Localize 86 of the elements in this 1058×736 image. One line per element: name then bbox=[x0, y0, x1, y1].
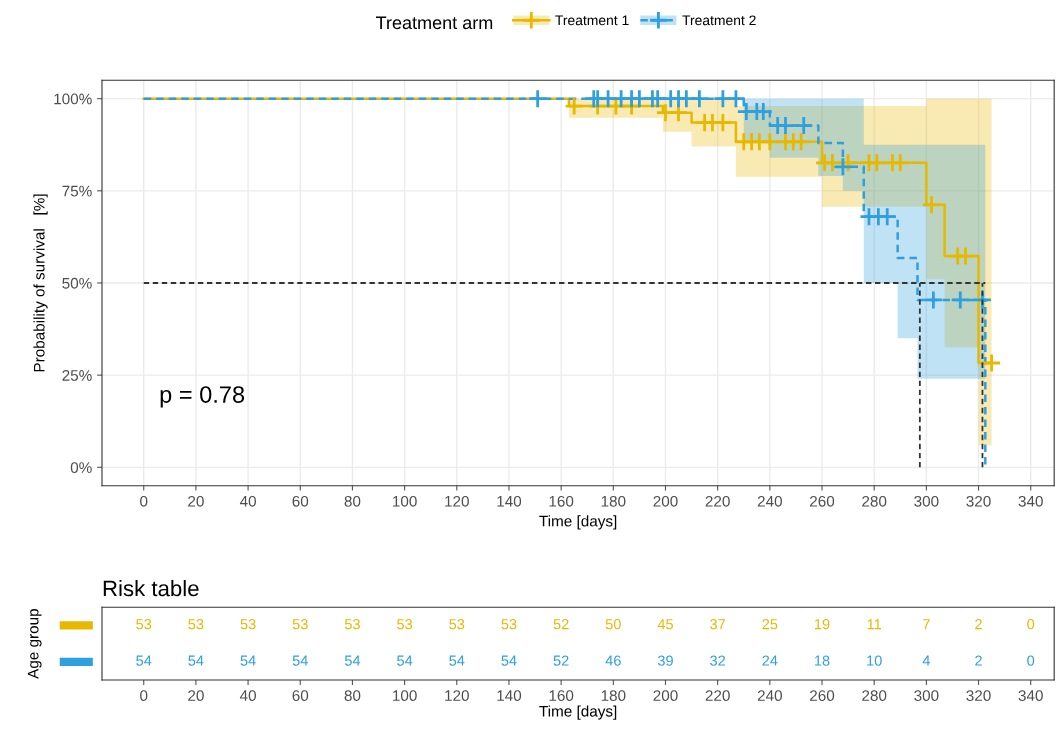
data-label: 46 bbox=[605, 655, 621, 666]
data-label: 2 bbox=[975, 655, 982, 666]
x-tick-label: 200 bbox=[653, 690, 678, 702]
x-tick-label: 260 bbox=[810, 495, 835, 507]
data-label: 4 bbox=[922, 655, 930, 666]
data-label: 54 bbox=[292, 655, 308, 666]
x-tick-label: 100 bbox=[393, 690, 417, 702]
chart-title: Risk table bbox=[103, 579, 199, 597]
annotation: p = 0.78 bbox=[160, 386, 245, 408]
data-label: 54 bbox=[449, 655, 465, 666]
data-label: 37 bbox=[710, 619, 726, 630]
data-label: 54 bbox=[240, 655, 256, 666]
x-tick-label: 80 bbox=[344, 690, 361, 702]
data-label: 53 bbox=[240, 619, 256, 630]
x-tick-label: 140 bbox=[497, 495, 522, 507]
y-tick-label: 0% bbox=[70, 462, 92, 474]
x-tick-label: 340 bbox=[1018, 495, 1043, 507]
x-tick-label: 320 bbox=[966, 495, 991, 507]
x-tick-label: 320 bbox=[966, 690, 991, 702]
data-label: 50 bbox=[605, 619, 621, 630]
x-axis-title: Time [days] bbox=[539, 705, 617, 720]
x-tick-label: 40 bbox=[239, 690, 256, 702]
y-tick-label: 75% bbox=[62, 185, 92, 197]
x-tick-label: 180 bbox=[601, 690, 626, 702]
data-label: 53 bbox=[136, 619, 152, 630]
data-label: 24 bbox=[762, 655, 778, 666]
x-tick-label: 60 bbox=[292, 690, 309, 702]
data-label: 54 bbox=[136, 655, 152, 666]
x-tick-label: 220 bbox=[705, 690, 730, 702]
data-label: 53 bbox=[449, 619, 465, 630]
x-tick-label: 80 bbox=[344, 495, 361, 507]
data-label: 54 bbox=[501, 655, 517, 666]
x-tick-label: 220 bbox=[705, 495, 730, 507]
y-tick-label: 100% bbox=[54, 93, 92, 105]
data-label: 53 bbox=[501, 619, 517, 630]
x-tick-label: 160 bbox=[549, 495, 574, 507]
data-label: 53 bbox=[292, 619, 308, 630]
x-tick-label: 240 bbox=[757, 690, 782, 702]
data-label: 53 bbox=[188, 619, 204, 630]
x-tick-label: 120 bbox=[445, 495, 469, 507]
x-tick-label: 240 bbox=[757, 495, 782, 507]
x-tick-label: 60 bbox=[292, 495, 309, 507]
data-label: 32 bbox=[710, 655, 726, 666]
data-label: 11 bbox=[867, 619, 882, 630]
data-label: 39 bbox=[657, 655, 673, 666]
x-tick-label: 300 bbox=[914, 495, 939, 507]
data-label: 25 bbox=[762, 619, 778, 630]
data-label: 52 bbox=[553, 619, 569, 630]
y-axis-title: Probability of survival [%] bbox=[33, 194, 48, 372]
x-tick-label: 260 bbox=[810, 690, 835, 702]
x-tick-label: 40 bbox=[239, 495, 256, 507]
y-axis-title: Age group bbox=[27, 609, 42, 679]
data-label: 7 bbox=[923, 619, 930, 630]
x-tick-label: 340 bbox=[1018, 690, 1043, 702]
data-label: 52 bbox=[553, 655, 569, 666]
legend-title: Treatment arm bbox=[376, 16, 493, 30]
x-tick-label: 180 bbox=[601, 495, 626, 507]
legend-label: Treatment 2 bbox=[682, 15, 756, 26]
data-label: 10 bbox=[867, 655, 882, 666]
data-label: 45 bbox=[657, 619, 673, 630]
x-tick-label: 20 bbox=[188, 690, 204, 702]
x-tick-label: 0 bbox=[140, 495, 148, 507]
data-label: 53 bbox=[397, 619, 413, 630]
data-label: 54 bbox=[397, 655, 413, 666]
x-tick-label: 160 bbox=[549, 690, 574, 702]
data-label: 2 bbox=[975, 619, 982, 630]
x-tick-label: 280 bbox=[862, 690, 887, 702]
x-axis-title: Time [days] bbox=[539, 515, 617, 530]
data-label: 0 bbox=[1027, 655, 1035, 666]
x-tick-label: 200 bbox=[653, 495, 678, 507]
x-tick-label: 20 bbox=[188, 495, 204, 507]
x-tick-label: 100 bbox=[393, 495, 417, 507]
x-tick-label: 140 bbox=[497, 690, 522, 702]
data-label: 54 bbox=[344, 655, 361, 666]
data-label: 18 bbox=[815, 655, 830, 666]
data-label: 54 bbox=[188, 655, 204, 666]
y-tick-label: 25% bbox=[62, 370, 92, 381]
legend-label: Treatment 1 bbox=[555, 15, 629, 26]
x-tick-label: 120 bbox=[445, 690, 469, 702]
x-tick-label: 300 bbox=[914, 690, 939, 702]
data-label: 19 bbox=[815, 619, 830, 630]
x-tick-label: 280 bbox=[862, 495, 887, 507]
x-tick-label: 0 bbox=[140, 690, 148, 702]
data-label: 0 bbox=[1027, 619, 1035, 630]
y-tick-label: 50% bbox=[62, 277, 92, 289]
data-label: 53 bbox=[344, 619, 360, 630]
